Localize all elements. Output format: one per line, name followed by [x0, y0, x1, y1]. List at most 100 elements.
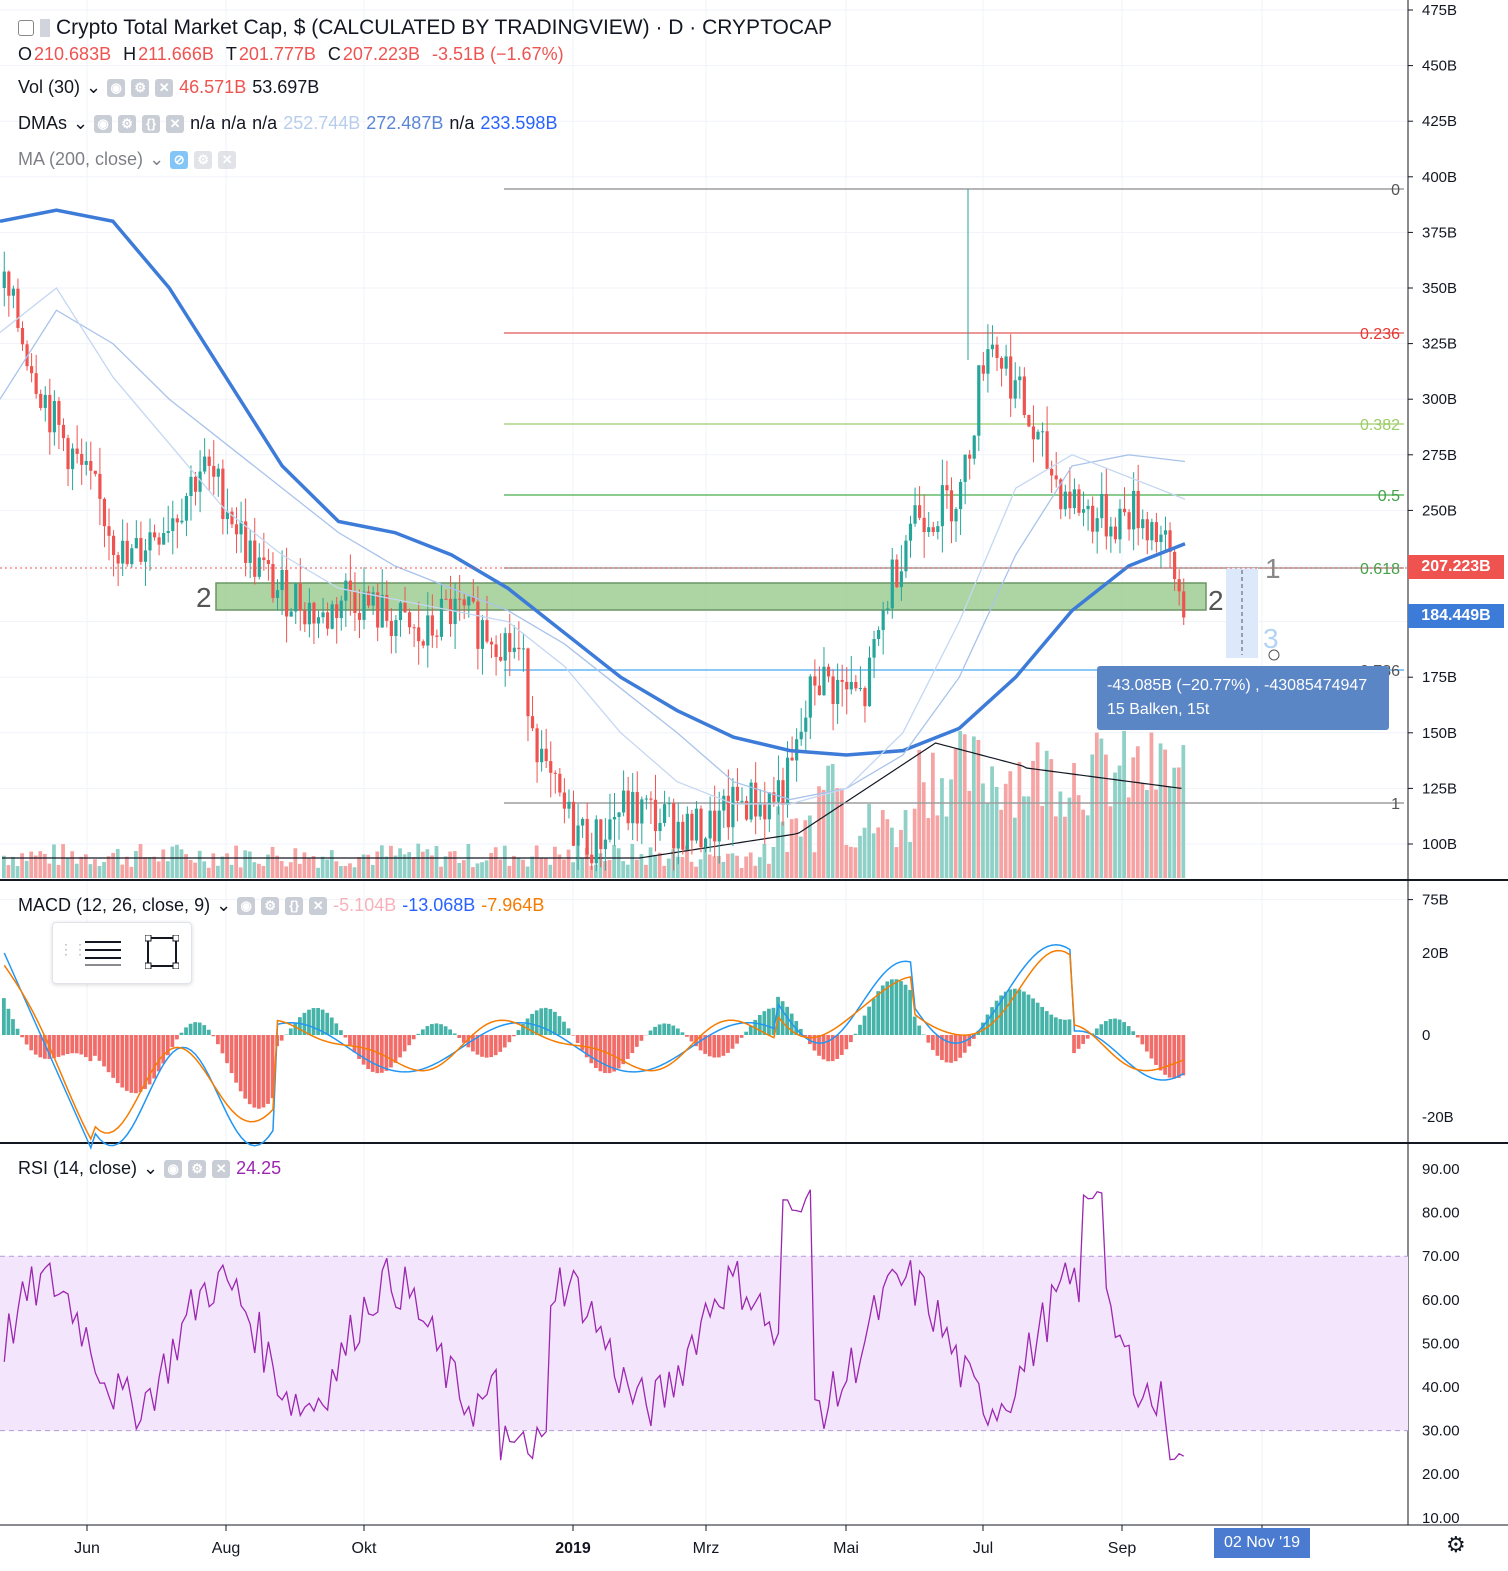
gear-icon[interactable]: ⚙ — [194, 150, 213, 169]
rsi-label[interactable]: RSI (14, close) — [18, 1158, 138, 1178]
macd-hist-bar — [220, 1035, 225, 1054]
macd-hist-bar — [685, 1035, 689, 1037]
macd-hist-bar — [489, 1035, 494, 1058]
volume-bar — [680, 856, 685, 878]
candle-body — [981, 365, 985, 374]
chevron-down-icon[interactable]: ⌄ — [143, 1158, 159, 1178]
volume-bar — [580, 858, 585, 878]
candle-body — [585, 818, 589, 855]
rectangle-icon[interactable] — [144, 934, 180, 970]
macd-hist-bar — [589, 1035, 594, 1064]
volume-bar — [726, 853, 730, 878]
candle-body — [180, 520, 184, 523]
volume-bar — [539, 857, 544, 878]
eye-icon[interactable]: ◉ — [164, 1159, 183, 1178]
close-icon[interactable]: ✕ — [155, 78, 174, 97]
candle-body — [571, 801, 576, 846]
macd-hist-bar — [548, 1009, 553, 1035]
candle-body — [471, 596, 475, 602]
macd-hist-bar — [261, 1035, 266, 1108]
macd-hist-bar — [557, 1016, 562, 1035]
volume-bar — [562, 859, 566, 878]
volume-bar — [903, 810, 908, 878]
chevron-down-icon[interactable]: ⌄ — [86, 77, 102, 97]
volume-bar — [648, 847, 653, 878]
close-icon[interactable]: ✕ — [212, 1159, 231, 1178]
source-icon[interactable]: {} — [142, 114, 161, 133]
candle-body — [1077, 489, 1081, 513]
ma-label[interactable]: MA (200, close) — [18, 149, 144, 169]
gear-icon[interactable]: ⚙ — [261, 896, 280, 915]
candle-body — [849, 681, 853, 690]
candle-body — [1086, 505, 1090, 510]
candle-body — [731, 786, 735, 828]
source-icon[interactable]: {} — [285, 896, 304, 915]
macd-hist-bar — [457, 1035, 462, 1039]
volume-bar — [962, 734, 967, 878]
price-axis-label: 325B — [1422, 336, 1457, 353]
chart-title[interactable]: Crypto Total Market Cap, $ (CALCULATED B… — [56, 16, 833, 39]
volume-bar — [170, 846, 175, 878]
rsi-axis-label: 70.00 — [1422, 1248, 1460, 1265]
settings-gear-icon[interactable]: ⚙ — [1446, 1532, 1466, 1557]
candle-body — [799, 731, 803, 740]
flag-icon[interactable] — [40, 19, 50, 37]
line-style-icon[interactable] — [83, 937, 123, 967]
chevron-down-icon[interactable]: ⌄ — [216, 895, 232, 915]
candle-body — [1154, 522, 1158, 543]
macd-hist-bar — [461, 1035, 466, 1043]
candle-body — [316, 617, 321, 624]
volume-bar — [38, 851, 43, 878]
macd-hist-bar — [880, 985, 885, 1035]
candle-body — [808, 676, 812, 718]
volume-bar — [607, 859, 612, 878]
collapse-icon[interactable] — [18, 20, 34, 36]
gear-icon[interactable]: ⚙ — [188, 1159, 207, 1178]
eye-off-icon[interactable]: ⊘ — [170, 150, 189, 169]
dmas-label[interactable]: DMAs — [18, 113, 67, 133]
price-axis-label: 75B — [1422, 892, 1449, 909]
volume-bar — [379, 845, 384, 878]
eye-icon[interactable]: ◉ — [94, 114, 113, 133]
candle-body — [134, 538, 138, 549]
eye-icon[interactable]: ◉ — [237, 896, 256, 915]
candle-body — [744, 800, 749, 820]
volume-bar — [375, 851, 380, 878]
candle-body — [70, 448, 75, 470]
close-icon[interactable]: ✕ — [166, 114, 185, 133]
close-icon[interactable]: ✕ — [309, 896, 328, 915]
volume-bar — [97, 866, 102, 878]
macd-hist-bar — [826, 1035, 830, 1062]
macd-hist-bar — [612, 1035, 616, 1072]
candle-body — [125, 540, 129, 565]
drag-handle-icon[interactable]: ⋮⋮ — [59, 941, 87, 957]
volume-bar — [243, 850, 248, 878]
candle-body — [608, 819, 612, 840]
close-icon[interactable]: ✕ — [218, 150, 237, 169]
volume-bar — [871, 833, 876, 878]
candle-body — [339, 600, 343, 619]
macd-hist-bar — [1008, 989, 1013, 1035]
volume-bar — [93, 859, 97, 878]
volume-bar — [1135, 746, 1140, 878]
time-axis-label: Mrz — [693, 1540, 720, 1557]
macd-label[interactable]: MACD (12, 26, close, 9) — [18, 895, 211, 915]
macd-hist-bar — [370, 1035, 375, 1072]
volume-bar — [466, 844, 471, 878]
macd-line — [3, 944, 1185, 1150]
gear-icon[interactable]: ⚙ — [118, 114, 137, 133]
volume-bar — [1017, 761, 1022, 878]
macd-hist-bar — [138, 1035, 143, 1092]
eye-icon[interactable]: ◉ — [107, 78, 126, 97]
macd-hist-bar — [288, 1028, 293, 1035]
volume-bar — [502, 845, 507, 878]
vol-label[interactable]: Vol (30) — [18, 77, 81, 97]
chevron-down-icon[interactable]: ⌄ — [149, 149, 165, 169]
candle-body — [817, 685, 822, 696]
gear-icon[interactable]: ⚙ — [131, 78, 150, 97]
volume-bar — [65, 857, 70, 878]
volume-bar — [457, 862, 462, 878]
candle-body — [184, 495, 189, 521]
chevron-down-icon[interactable]: ⌄ — [73, 113, 89, 133]
